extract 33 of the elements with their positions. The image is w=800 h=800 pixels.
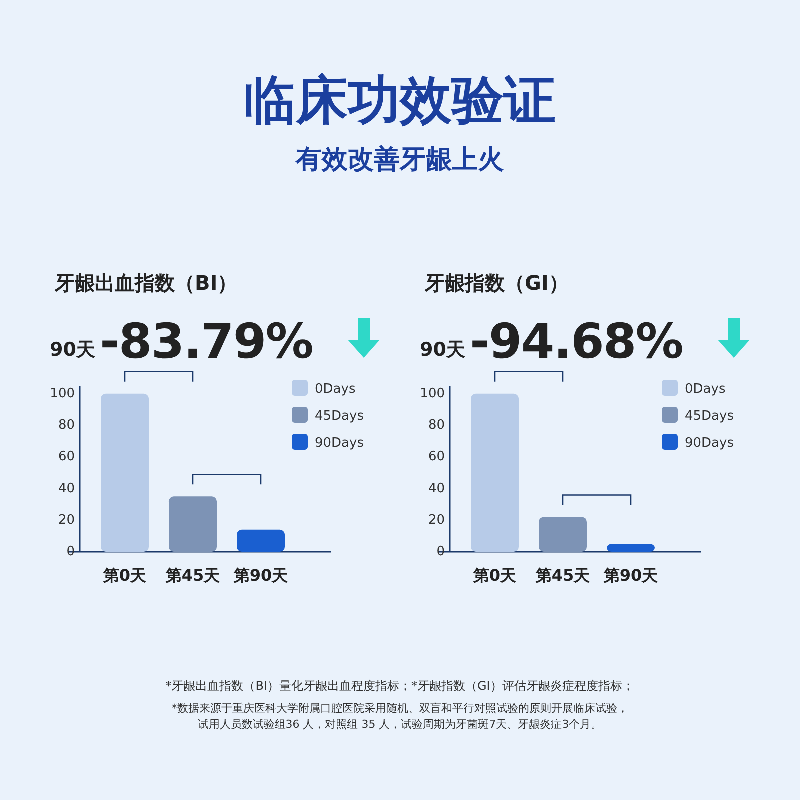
x-tick-label: 第90天	[232, 566, 290, 585]
legend-label: 45Days	[685, 409, 734, 424]
x-tick-label: 第90天	[602, 566, 660, 585]
y-tick-label: 20	[58, 512, 75, 528]
legend-label: 90Days	[315, 436, 364, 451]
x-tick-label: 第0天	[102, 566, 148, 585]
chart-title: 牙龈出血指数（BI）	[54, 271, 238, 295]
text: 临床功效验证	[244, 71, 556, 131]
text: *数据来源于重庆医科大学附属口腔医院采用随机、双盲和平行对照试验的原则开展临床试验，	[172, 702, 628, 715]
y-tick-label: 100	[420, 386, 445, 402]
y-tick-label: 60	[58, 450, 75, 465]
x-tick-label: 第0天	[472, 566, 518, 585]
text: 有效改善牙龈上火	[295, 145, 505, 175]
chart-title: 牙龈指数（GI）	[424, 271, 569, 295]
y-tick-label: 20	[428, 512, 445, 528]
text: -94.68%	[470, 314, 683, 370]
text: 试用人员数试验组36 人，对照组 35 人，试验周期为牙菌斑7天、牙龈炎症3个月。	[198, 718, 602, 731]
y-tick-label: 40	[428, 481, 445, 496]
text: *牙龈出血指数（BI）量化牙龈出血程度指标；*牙龈指数（GI）评估牙龈炎症程度指标；	[166, 679, 634, 693]
text: 90天	[420, 339, 466, 361]
y-tick-label: 80	[58, 418, 75, 434]
text: 90天	[50, 339, 96, 361]
x-tick-label: 第45天	[164, 566, 222, 585]
x-tick-label: 第45天	[534, 566, 592, 585]
legend-label: 45Days	[315, 409, 364, 424]
y-tick-label: 80	[428, 418, 445, 434]
y-tick-label: 40	[58, 481, 75, 496]
text: -83.79%	[100, 314, 313, 370]
legend-label: 0Days	[685, 382, 726, 397]
legend-label: 0Days	[315, 382, 356, 397]
y-tick-label: 100	[50, 386, 75, 402]
y-tick-label: 60	[428, 450, 445, 465]
legend-label: 90Days	[685, 436, 734, 451]
